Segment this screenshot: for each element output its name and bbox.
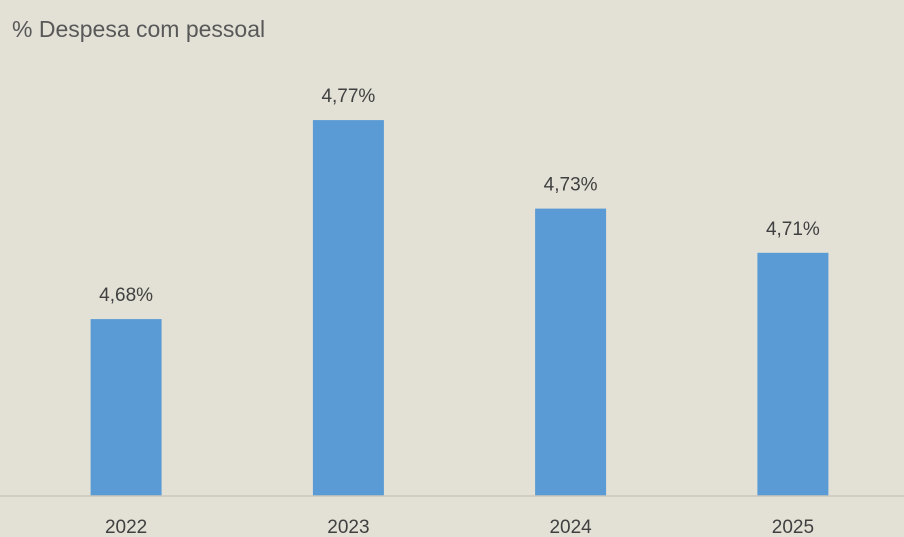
data-label-2024: 4,73% xyxy=(544,175,598,196)
data-labels-group: 4,68% 4,77% 4,73% 4,71% xyxy=(99,86,820,306)
chart-title: % Despesa com pessoal xyxy=(12,16,266,42)
data-label-2025: 4,71% xyxy=(766,219,820,240)
bars-group xyxy=(90,120,829,496)
bar-2025 xyxy=(757,252,829,496)
x-tick-label-2022: 2022 xyxy=(105,517,147,537)
x-tick-label-2025: 2025 xyxy=(772,517,814,537)
x-tick-label-2024: 2024 xyxy=(549,517,592,537)
bar-2022 xyxy=(90,319,162,496)
x-tick-labels-group: 2022 2023 2024 2025 xyxy=(105,517,814,537)
bar-2023 xyxy=(312,120,384,496)
data-label-2023: 4,77% xyxy=(321,86,375,107)
x-tick-label-2023: 2023 xyxy=(327,517,369,537)
data-label-2022: 4,68% xyxy=(99,285,153,306)
bar-2024 xyxy=(535,208,607,496)
